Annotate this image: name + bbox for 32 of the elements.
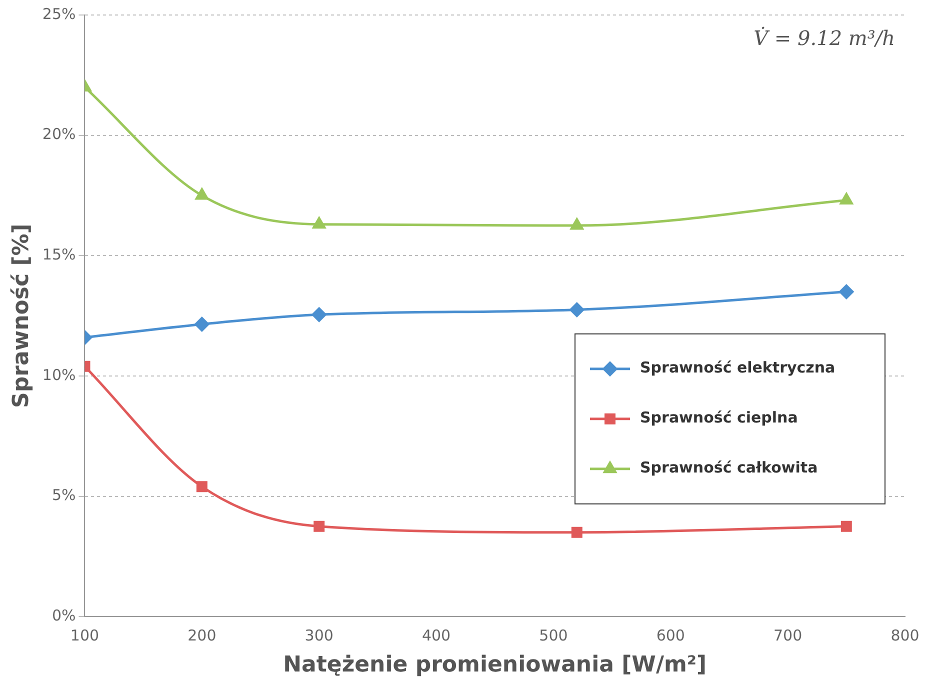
y-tick-label: 10% (42, 366, 76, 384)
point (196, 481, 208, 492)
x-tick-label: 800 (890, 626, 920, 644)
x-tick-label: 300 (304, 626, 334, 644)
point (840, 520, 852, 532)
legend-label: Sprawność elektryczna (640, 358, 836, 377)
point (839, 284, 854, 299)
legend-label: Sprawność całkowita (640, 458, 818, 477)
x-tick-label: 600 (656, 626, 685, 644)
x-tick-label: 200 (188, 626, 216, 644)
y-tick-label: 0% (52, 606, 76, 624)
x-tick-label: 400 (422, 626, 451, 644)
x-tick-label: 100 (70, 626, 100, 644)
y-tick-label: 15% (42, 246, 76, 264)
point (194, 316, 210, 332)
y-tick-label: 20% (42, 125, 76, 144)
x-tick-label: 700 (774, 626, 802, 644)
y-axis-title: Sprawność [%] (8, 224, 34, 408)
point (570, 302, 584, 318)
legend-label: Sprawność cieplna (640, 408, 798, 427)
y-tick-label: 5% (52, 486, 76, 504)
point (312, 217, 326, 229)
point (571, 526, 582, 538)
y-tick-label: 25% (42, 4, 76, 23)
point (195, 188, 208, 200)
point (314, 520, 325, 532)
x-tick-label: 500 (539, 626, 568, 644)
point (570, 218, 584, 230)
point (312, 307, 326, 322)
point (840, 193, 853, 205)
x-axis-title: Natężenie promieniowania [W/m²] (283, 652, 707, 678)
annotation: V̇ = 9.12 m³/h (754, 26, 895, 50)
